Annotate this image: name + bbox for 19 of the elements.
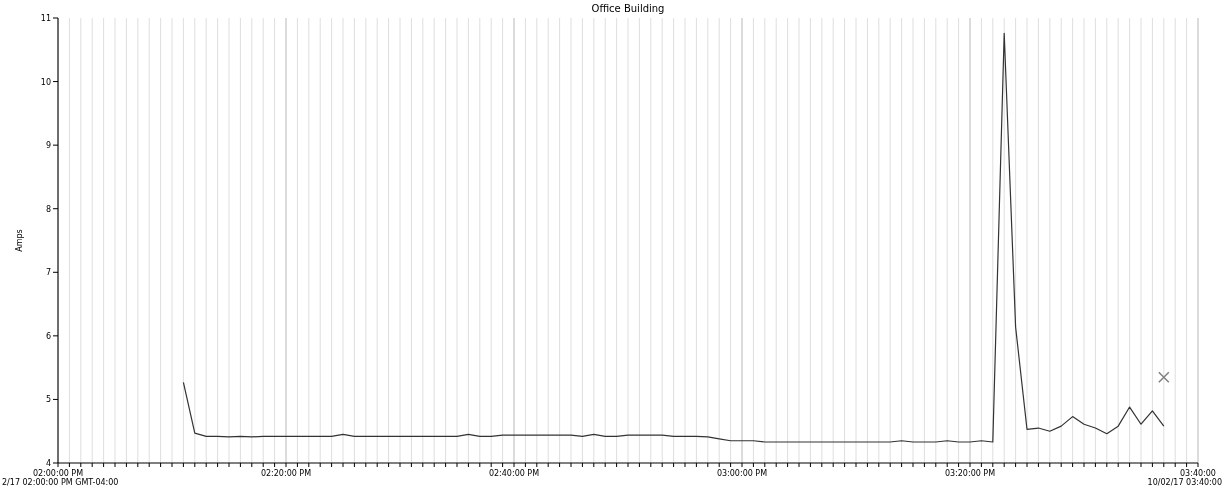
chart-title: Office Building bbox=[591, 3, 665, 14]
x-tick-label: 03:40:00 bbox=[1180, 469, 1216, 478]
x-tick-label: 03:00:00 PM bbox=[716, 469, 768, 478]
y-axis-title: Amps bbox=[15, 229, 24, 252]
y-tick-label: 9 bbox=[45, 141, 51, 151]
y-tick-label: 7 bbox=[45, 268, 51, 278]
x-tick-label: 02:00:00 PM bbox=[32, 469, 84, 478]
y-tick-label: 10 bbox=[40, 77, 51, 87]
text: 10/02/17 03:40:00 bbox=[1147, 478, 1222, 487]
y-tick-label: 8 bbox=[45, 204, 51, 214]
x-tick-label: 02:40:00 PM bbox=[488, 469, 540, 478]
y-tick-label: 6 bbox=[45, 331, 51, 341]
line-series bbox=[182, 32, 1165, 443]
y-tick-label: 11 bbox=[40, 14, 51, 23]
y-tick-label: 4 bbox=[45, 459, 51, 468]
x-tick-label: 02:20:00 PM bbox=[260, 469, 312, 478]
x-tick-label: 03:20:00 PM bbox=[944, 469, 996, 478]
y-tick-label: 5 bbox=[45, 395, 51, 405]
text: 2/17 02:00:00 PM GMT-04:00 bbox=[2, 478, 119, 487]
